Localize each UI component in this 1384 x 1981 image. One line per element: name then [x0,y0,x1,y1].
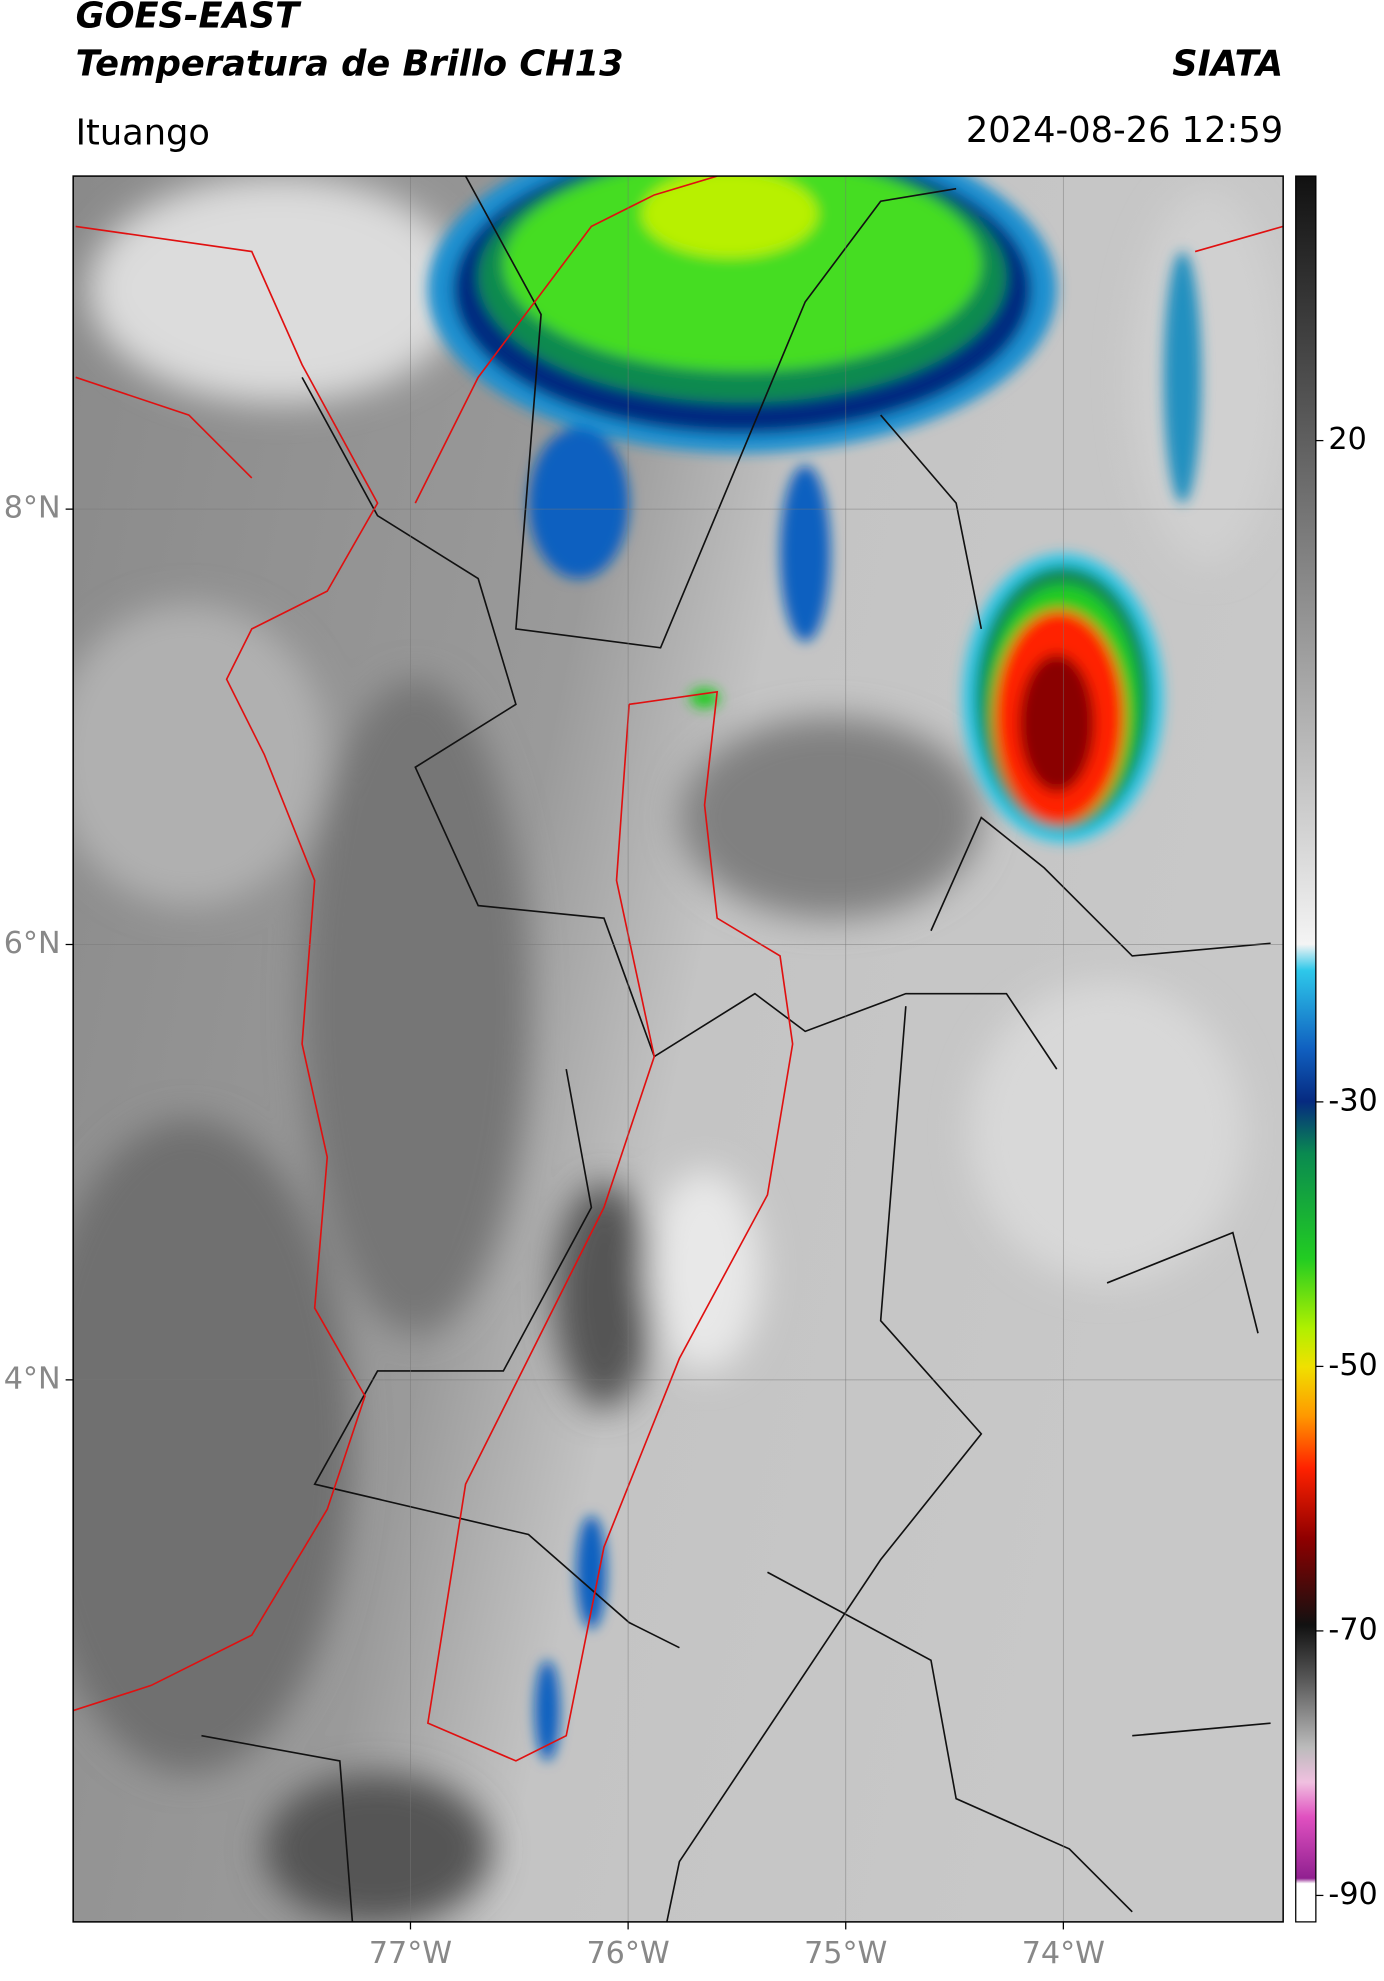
colorbar-label: -50 [1328,1348,1377,1383]
y-tick-label: 4°N [4,1361,61,1396]
satellite-image [73,176,1284,1922]
location: Ituango [76,113,210,154]
datetime: 2024-08-26 12:59 [966,110,1283,151]
x-tick-label: 77°W [369,1936,452,1971]
colorbar-label: 20 [1328,422,1366,457]
title: GOES-EAST [76,0,302,37]
graticule [73,176,1284,1922]
colorbar [1295,175,1317,1923]
y-tick-label: 6°N [4,926,61,961]
x-tick-label: 74°W [1022,1936,1105,1971]
subtitle: Temperatura de Brillo CH13 [76,43,624,84]
y-tick-label: 8°N [4,491,61,526]
source: SIATA [1172,43,1283,84]
x-tick-label: 76°W [586,1936,669,1971]
x-tick-label: 75°W [804,1936,887,1971]
colorbar-label: -30 [1328,1083,1377,1118]
map-frame [72,175,1284,1923]
colorbar-label: -70 [1328,1612,1377,1647]
colorbar-label: -90 [1328,1877,1377,1912]
